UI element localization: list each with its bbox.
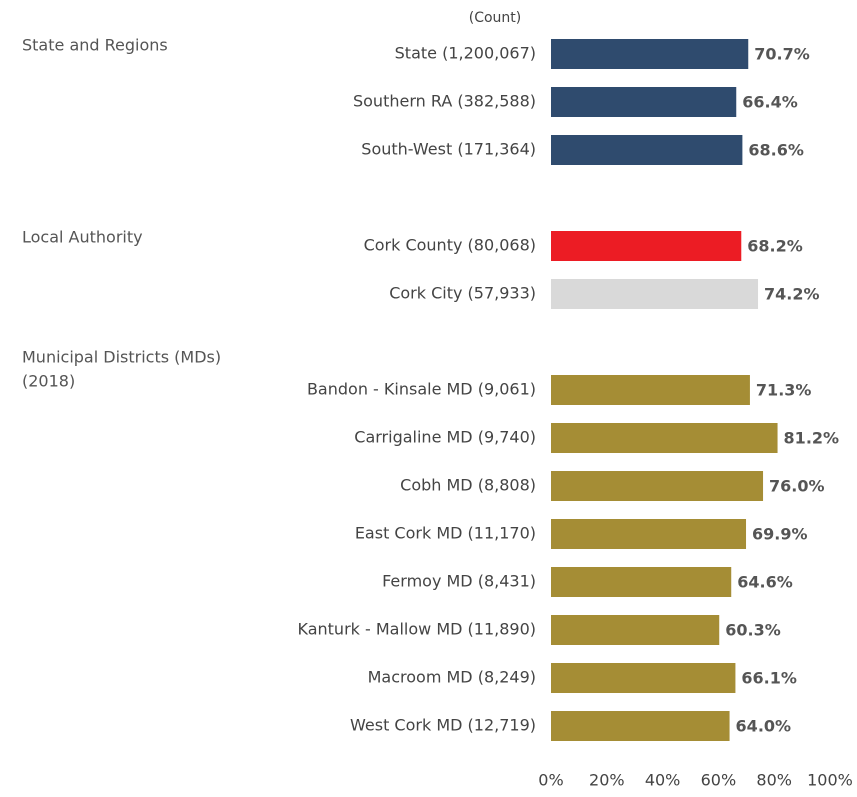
bar — [551, 519, 747, 549]
value-label: 70.7% — [754, 45, 810, 64]
category-label: Macroom MD (8,249) — [368, 668, 536, 687]
value-label: 69.9% — [752, 525, 808, 544]
value-label: 74.2% — [764, 285, 820, 304]
group-label: State and Regions — [22, 36, 168, 55]
bar — [551, 663, 736, 693]
category-label: Kanturk - Mallow MD (11,890) — [298, 620, 537, 639]
value-label: 76.0% — [769, 477, 825, 496]
category-label: Cobh MD (8,808) — [400, 476, 536, 495]
x-tick-label: 100% — [807, 771, 853, 790]
x-tick-label: 60% — [701, 771, 737, 790]
value-label: 68.2% — [747, 237, 803, 256]
value-label: 64.0% — [736, 717, 792, 736]
category-label: East Cork MD (11,170) — [355, 524, 536, 543]
bar — [551, 711, 730, 741]
bar — [551, 375, 750, 405]
value-label: 60.3% — [725, 621, 781, 640]
category-label: Southern RA (382,588) — [353, 92, 536, 111]
bar — [551, 231, 742, 261]
category-label: Cork City (57,933) — [389, 284, 536, 303]
category-label: Bandon - Kinsale MD (9,061) — [307, 380, 536, 399]
bar — [551, 471, 764, 501]
bar — [551, 423, 778, 453]
category-label: West Cork MD (12,719) — [350, 716, 536, 735]
value-label: 66.1% — [741, 669, 797, 688]
category-label: South-West (171,364) — [361, 140, 536, 159]
category-label: Carrigaline MD (9,740) — [354, 428, 536, 447]
value-label: 68.6% — [748, 141, 804, 160]
value-label: 66.4% — [742, 93, 798, 112]
category-label: State (1,200,067) — [395, 44, 536, 63]
bar — [551, 87, 737, 117]
x-tick-label: 80% — [756, 771, 792, 790]
x-tick-label: 0% — [538, 771, 563, 790]
category-label: Fermoy MD (8,431) — [382, 572, 536, 591]
group-label: Local Authority — [22, 228, 143, 247]
bar — [551, 135, 743, 165]
x-tick-label: 40% — [645, 771, 681, 790]
value-label: 81.2% — [784, 429, 840, 448]
group-label: Municipal Districts (MDs) — [22, 348, 221, 367]
category-label: Cork County (80,068) — [364, 236, 536, 255]
bar — [551, 39, 749, 69]
group-label: (2018) — [22, 372, 75, 391]
x-tick-label: 20% — [589, 771, 625, 790]
bar — [551, 279, 759, 309]
bar — [551, 567, 732, 597]
value-label: 71.3% — [756, 381, 812, 400]
count-header: (Count) — [469, 10, 522, 26]
bar — [551, 615, 720, 645]
value-label: 64.6% — [737, 573, 793, 592]
